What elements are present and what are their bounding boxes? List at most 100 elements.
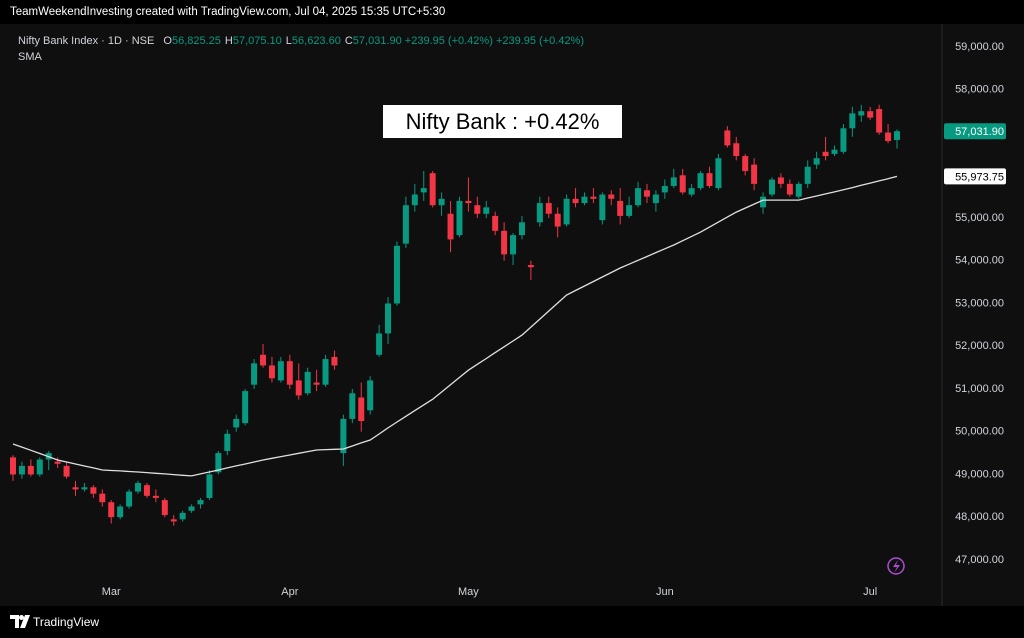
ohlc-value: 57,075.10	[232, 35, 282, 47]
y-tick-label: 53,000.00	[955, 297, 1004, 309]
candle-body	[554, 213, 561, 227]
candle-body	[724, 130, 731, 146]
symbol: Nifty Bank Index · 1D · NSE	[18, 35, 155, 47]
candle-body	[777, 177, 784, 184]
candle-body	[867, 111, 874, 118]
candle-body	[322, 359, 329, 385]
candle-body	[885, 132, 892, 142]
ohlc-key: H	[224, 35, 233, 47]
alert-ring	[887, 557, 905, 575]
candle-body	[331, 356, 338, 366]
candle-body	[635, 188, 642, 206]
ohlc-value: 56,825.25	[171, 35, 221, 47]
y-tick-label: 49,000.00	[955, 468, 1004, 480]
candle-body	[840, 128, 847, 152]
candle-body	[242, 391, 249, 424]
candle-body	[161, 500, 168, 516]
candle-body	[260, 354, 267, 366]
candle-body	[36, 459, 43, 475]
candle-body	[501, 230, 508, 255]
candle-body	[438, 198, 445, 206]
candle-body	[358, 397, 365, 422]
footer: TradingView	[0, 606, 1024, 638]
candle-body	[581, 196, 588, 204]
candle-body	[518, 222, 525, 236]
candle-body	[670, 177, 677, 186]
candle-body	[72, 487, 79, 490]
ohlc-key: L	[285, 35, 292, 47]
candle-body	[572, 198, 579, 204]
candle-body	[286, 361, 293, 385]
y-tick-label: 58,000.00	[955, 84, 1004, 96]
candle-body	[706, 173, 713, 186]
candle-body	[733, 143, 740, 157]
candle-body	[483, 207, 490, 214]
candle-body	[367, 380, 374, 411]
candle-body	[617, 200, 624, 216]
candle-body	[679, 175, 686, 193]
candle-body	[54, 461, 61, 464]
candle-body	[474, 205, 481, 214]
candle-body	[795, 183, 802, 197]
candle-body	[715, 158, 722, 189]
candle-body	[63, 465, 70, 477]
candle-body	[152, 495, 159, 498]
candle-body	[277, 361, 284, 381]
candle-body	[170, 519, 177, 522]
ohlc-value: 57,031.90	[352, 35, 402, 47]
candle-body	[251, 363, 258, 385]
candle-body	[224, 433, 231, 451]
candle-body	[492, 215, 499, 231]
candle-body	[563, 198, 570, 225]
candle-body	[661, 185, 668, 193]
candle-body	[27, 465, 34, 475]
candle-body	[822, 151, 829, 157]
logo	[10, 615, 30, 628]
x-tick-label: May	[458, 586, 479, 598]
price-tag-label: 55,973.75	[955, 171, 1004, 183]
candle-body	[117, 506, 124, 518]
candle-body	[215, 453, 222, 473]
ohlc-key: C	[344, 35, 353, 47]
x-tick-label: Jun	[656, 586, 674, 598]
candle-body	[81, 487, 88, 490]
candle-body	[876, 109, 883, 133]
candle-body	[768, 179, 775, 195]
candle-body	[349, 393, 356, 419]
candle-body	[429, 173, 436, 206]
candle-body	[313, 382, 320, 385]
candle-body	[831, 149, 838, 154]
candle-body	[652, 194, 659, 204]
x-tick-label: Mar	[102, 586, 121, 598]
candle-body	[10, 457, 16, 475]
alert-icon	[887, 557, 905, 575]
x-tick-label: Jul	[863, 586, 877, 598]
candle-body	[376, 333, 383, 355]
candle-body	[786, 183, 793, 195]
indicator: SMA	[18, 51, 42, 63]
candle-body	[188, 506, 195, 511]
candle-body	[590, 196, 597, 199]
candle-body	[135, 482, 142, 492]
candle-body	[742, 156, 749, 172]
y-tick-label: 47,000.00	[955, 554, 1004, 566]
y-tick-label: 54,000.00	[955, 255, 1004, 267]
candle-body	[385, 303, 392, 334]
candle-body	[90, 487, 97, 494]
x-tick-label: Apr	[281, 586, 298, 598]
candle-body	[197, 500, 204, 505]
candle-body	[143, 485, 150, 496]
candle-body	[447, 213, 454, 240]
candle-body	[268, 365, 275, 379]
y-tick-label: 55,000.00	[955, 212, 1004, 224]
candle-body	[813, 158, 820, 165]
candle-body	[760, 196, 767, 208]
candle-body	[894, 131, 900, 141]
chart-title: Nifty Bank : +0.42%	[383, 105, 622, 138]
candle-body	[697, 173, 704, 189]
candle-body	[858, 111, 865, 116]
change: +239.95 (+0.42%)	[404, 35, 493, 47]
candle-body	[643, 190, 650, 197]
candle-body	[99, 493, 106, 503]
